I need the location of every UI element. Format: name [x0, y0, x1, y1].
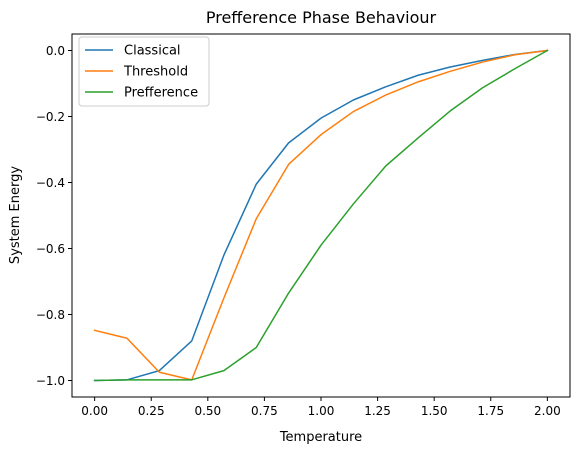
x-axis-label: Temperature — [279, 430, 362, 445]
legend-label-threshold: Threshold — [123, 65, 188, 80]
y-tick-label: −1.0 — [36, 374, 65, 388]
y-axis-label: System Energy — [8, 166, 23, 264]
x-tick-label: 1.75 — [477, 404, 504, 418]
series-line-classical — [93, 49, 549, 382]
x-tick-label: 0.00 — [81, 404, 108, 418]
x-axis-ticks: 0.00 0.25 0.50 0.75 1.00 1.25 1.50 1.75 2.00 — [81, 397, 561, 418]
legend-box — [78, 36, 210, 107]
x-tick-label: 0.50 — [194, 404, 221, 418]
plot-area: 0.00 0.25 0.50 0.75 1.00 1.25 1.50 1.75 2.00 −1.… — [36, 33, 571, 418]
legend-label-classical: Classical — [124, 44, 181, 59]
series-line-prefference — [93, 49, 549, 382]
y-tick-label: 0.0 — [46, 44, 65, 58]
x-tick-label: 1.50 — [421, 404, 448, 418]
x-tick-label: 1.00 — [308, 404, 335, 418]
x-tick-label: 2.00 — [534, 404, 561, 418]
x-tick-label: 0.25 — [138, 404, 165, 418]
y-tick-label: −0.2 — [36, 110, 65, 124]
legend-label-prefference: Prefference — [124, 86, 198, 101]
x-tick-label: 1.25 — [364, 404, 391, 418]
y-axis-ticks: −1.0 −0.8 −0.6 −0.4 −0.2 0.0 — [36, 44, 72, 388]
y-tick-label: −0.8 — [36, 308, 65, 322]
legend: Classical Threshold Prefference — [78, 36, 210, 107]
y-tick-label: −0.4 — [36, 176, 65, 190]
y-tick-label: −0.6 — [36, 242, 65, 256]
series-lines — [93, 49, 549, 382]
chart-title: Prefference Phase Behaviour — [206, 8, 437, 27]
legend-items: Classical Threshold Prefference — [85, 44, 198, 101]
x-tick-label: 0.75 — [251, 404, 278, 418]
series-line-threshold — [93, 49, 549, 381]
